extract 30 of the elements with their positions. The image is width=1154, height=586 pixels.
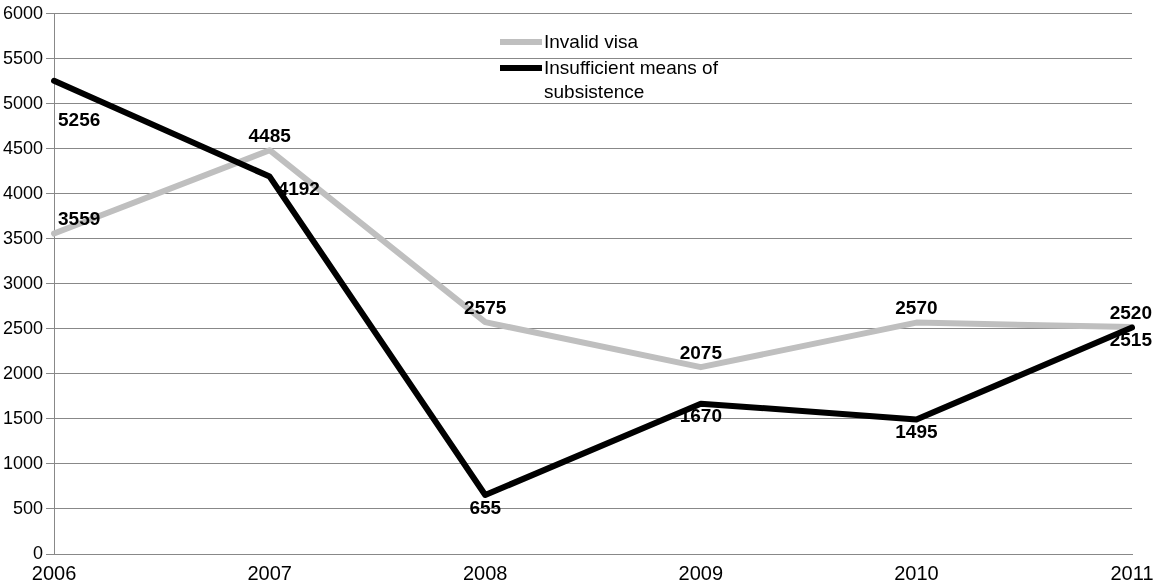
data-label: 5256 <box>58 108 101 130</box>
x-tick-label: 2007 <box>247 561 292 584</box>
data-label: 2520 <box>1109 301 1152 323</box>
data-label: 655 <box>469 496 502 518</box>
x-tick-label: 2009 <box>678 561 724 584</box>
data-label: 4485 <box>248 124 292 146</box>
y-tick-label: 3000 <box>3 272 44 293</box>
y-tick-label: 1000 <box>3 452 44 473</box>
y-tick-label: 4500 <box>3 137 44 158</box>
data-label: 2075 <box>679 341 723 363</box>
x-tick-label: 2010 <box>894 561 939 584</box>
legend-label: Insufficient means of subsistence <box>544 56 719 104</box>
y-tick-label: 5000 <box>3 92 44 113</box>
data-label: 1495 <box>895 421 938 443</box>
y-tick-label: 0 <box>33 542 44 563</box>
y-tick-label: 500 <box>13 497 44 518</box>
data-label: 2570 <box>895 297 938 319</box>
y-tick-label: 1500 <box>3 407 44 428</box>
y-tick-label: 2000 <box>3 362 44 383</box>
y-tick-label: 2500 <box>3 317 44 338</box>
legend-label: Invalid visa <box>544 30 639 54</box>
x-tick-label: 2008 <box>462 561 508 584</box>
y-tick-label: 5500 <box>3 47 44 68</box>
y-tick-label: 6000 <box>3 2 44 23</box>
x-tick-label: 2006 <box>31 561 77 584</box>
x-tick-label: 2011 <box>1110 561 1154 584</box>
y-tick-label: 4000 <box>3 182 44 203</box>
data-label: 3559 <box>58 208 101 230</box>
data-label: 2575 <box>464 296 507 318</box>
y-tick-label: 3500 <box>3 227 44 248</box>
